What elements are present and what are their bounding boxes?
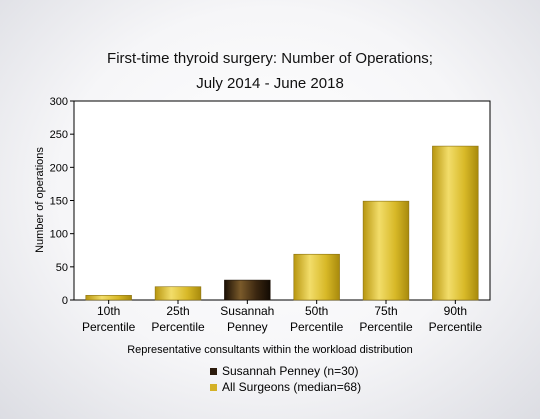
bar [293, 253, 340, 301]
x-tick-label: Susannah [220, 304, 274, 318]
legend-swatch-gold [210, 383, 217, 391]
x-tick-label: 50th [305, 304, 328, 318]
y-axis-title: Number of operations [34, 147, 46, 253]
y-tick-label: 50 [56, 262, 68, 274]
legend-item-all: All Surgeons (median=68) [210, 380, 361, 394]
legend-label: All Surgeons (median=68) [222, 380, 362, 394]
legend-item-highlight: Susannah Penney (n=30) [210, 364, 358, 378]
chart-subtitle: July 2014 - June 2018 [196, 75, 344, 92]
legend-label: Susannah Penney (n=30) [222, 364, 359, 378]
y-tick-label: 0 [62, 295, 68, 307]
legend-swatch-dark [210, 367, 217, 375]
y-tick-label: 200 [50, 162, 68, 174]
chart-title: First-time thyroid surgery: Number of Op… [107, 50, 433, 67]
bar [154, 286, 202, 301]
x-axis-title: Representative consultants within the wo… [127, 344, 413, 356]
x-tick-label: Percentile [429, 320, 483, 334]
y-tick-label: 300 [50, 96, 68, 108]
y-tick-label: 150 [50, 196, 68, 208]
x-tick-label: Percentile [151, 320, 205, 334]
y-tick-label: 250 [50, 129, 68, 141]
y-tick-label: 100 [50, 229, 68, 241]
plot-area [73, 100, 491, 301]
x-tick-label: Percentile [359, 320, 413, 334]
bar-highlight [224, 279, 271, 301]
x-tick-label: Percentile [290, 320, 344, 334]
bar [432, 145, 479, 301]
bar [362, 200, 410, 301]
x-tick-label: 25th [166, 304, 189, 318]
x-tick-label: 75th [374, 304, 397, 318]
x-tick-label: Penney [227, 320, 268, 334]
x-tick-label: 10th [97, 304, 120, 318]
bar [85, 295, 132, 301]
x-tick-label: 90th [444, 304, 467, 318]
x-tick-label: Percentile [82, 320, 136, 334]
